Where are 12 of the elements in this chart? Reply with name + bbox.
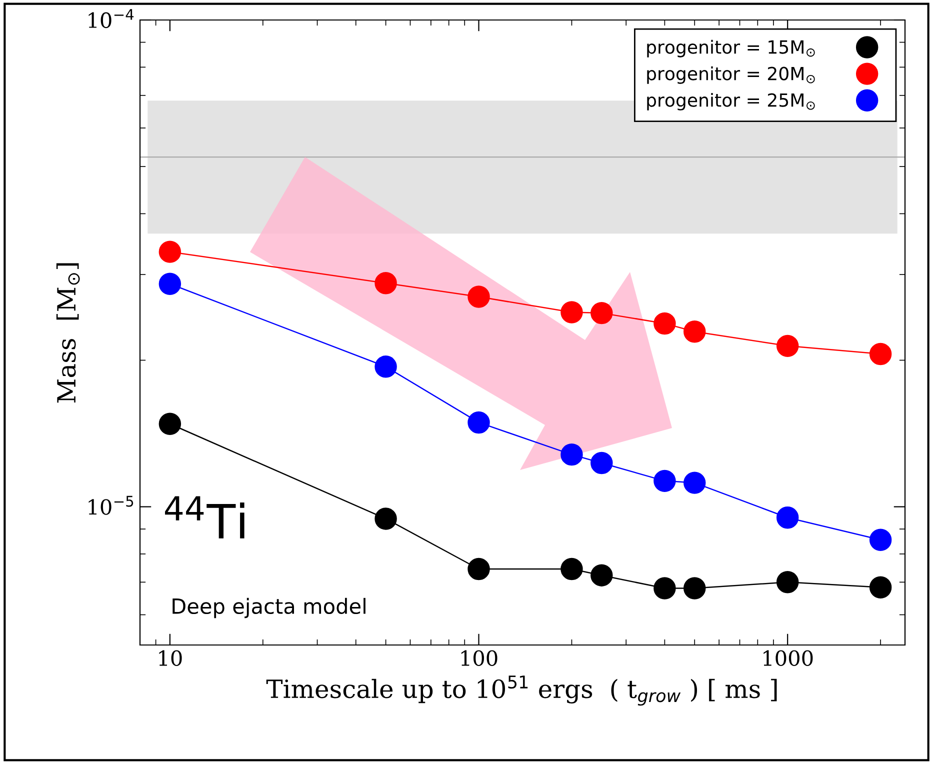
annotation: Deep ejacta model xyxy=(172,598,366,618)
x-tick-label: 10 xyxy=(159,650,182,666)
y-tick-label: 10$^{−4}$ xyxy=(88,9,134,28)
legend-label: progenitor = 25M$_{⊙}$ xyxy=(647,92,815,110)
annotation: $^{44}$Ti xyxy=(165,496,244,538)
x-axis-title: Timescale up to 10$^{51}$ ergs ( t$_{grow}$ ) [ ms ] xyxy=(266,676,777,706)
x-tick-label: 1000 xyxy=(764,650,813,666)
legend-label: progenitor = 20M$_{⊙}$ xyxy=(647,66,815,84)
y-tick-label: 10$^{−5}$ xyxy=(88,496,134,515)
y-axis-title: Mass [M$_{⊙}$] xyxy=(56,263,80,403)
x-tick-label: 100 xyxy=(461,650,498,666)
legend-label: progenitor = 15M$_{⊙}$ xyxy=(647,40,815,58)
